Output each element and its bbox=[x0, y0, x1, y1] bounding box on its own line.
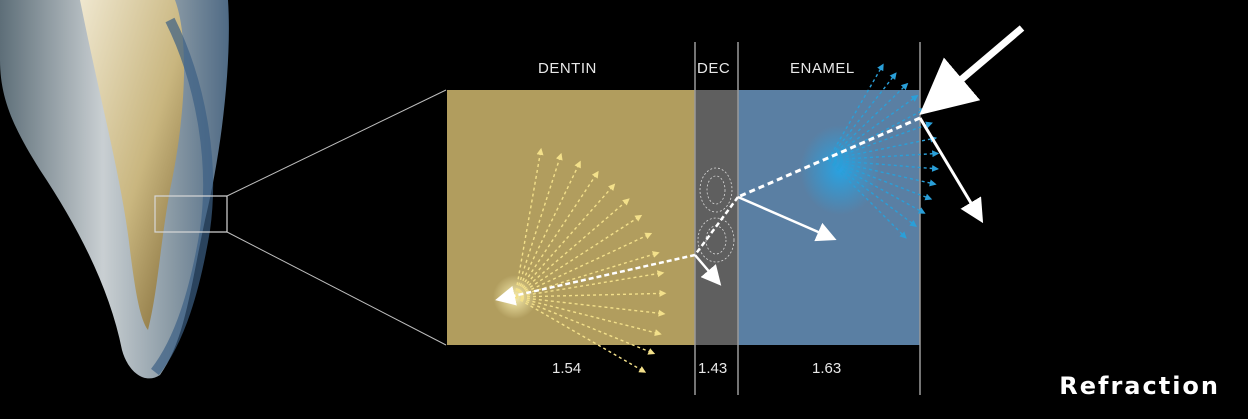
enamel-scatter-rays bbox=[827, 63, 940, 239]
enamel-scatter-ray bbox=[827, 72, 897, 161]
dentin-scatter-ray bbox=[514, 147, 544, 298]
dentin-layer bbox=[447, 90, 695, 345]
layer-label-dec: DEC bbox=[697, 60, 731, 77]
diagram-title: Refraction bbox=[1059, 372, 1220, 400]
dentin-scatter-ray bbox=[514, 296, 656, 355]
enamel-scatter-ray bbox=[827, 159, 926, 214]
zoom-region-box bbox=[154, 195, 228, 233]
zoom-line-top bbox=[226, 89, 447, 197]
dentin-scatter-ray bbox=[514, 170, 599, 298]
refracted-ray-dec bbox=[693, 196, 740, 256]
layer-label-dentin: DENTIN bbox=[538, 60, 597, 77]
enamel-scatter-ray bbox=[827, 150, 940, 161]
dentin-scatter-ray bbox=[514, 296, 647, 373]
enamel-scatter-ray bbox=[827, 82, 909, 161]
enamel-scatter-ray bbox=[827, 159, 933, 201]
reflected-ray-dentin-boundary bbox=[694, 254, 722, 286]
enamel-scatter-ray bbox=[827, 159, 937, 187]
tooth-image bbox=[0, 0, 229, 379]
enamel-scatter-ray bbox=[827, 159, 939, 172]
zoom-line-bottom bbox=[226, 231, 447, 346]
enamel-scatter-ray bbox=[827, 63, 884, 161]
dentin-scatter-rays bbox=[514, 147, 667, 373]
dentin-scatter-ray bbox=[514, 183, 616, 298]
enamel-scatter-ray bbox=[827, 159, 907, 239]
enamel-scatter-glow bbox=[800, 125, 880, 215]
dentin-scatter-ray bbox=[514, 160, 581, 298]
enamel-scatter-ray bbox=[827, 159, 918, 227]
dentin-scatter-ray bbox=[514, 296, 666, 317]
refractive-index-dec: 1.43 bbox=[698, 360, 728, 377]
incident-light-arrow bbox=[919, 25, 1025, 116]
dentin-scatter-ray bbox=[514, 289, 667, 298]
refractive-index-enamel: 1.63 bbox=[812, 360, 842, 377]
enamel-scatter-ray bbox=[827, 121, 933, 161]
dentin-scatter-ray bbox=[514, 296, 662, 337]
enamel-scatter-ray bbox=[827, 135, 938, 161]
enamel-scatter-ray bbox=[827, 94, 919, 161]
dentin-scatter-ray bbox=[514, 214, 643, 298]
layer-label-enamel: ENAMEL bbox=[790, 60, 855, 77]
dentin-scatter-ray bbox=[514, 251, 660, 298]
dec-layer bbox=[695, 90, 738, 345]
refractive-index-dentin: 1.54 bbox=[552, 360, 582, 377]
dentin-scatter-ray bbox=[514, 152, 563, 298]
reflected-ray-dec-boundary bbox=[737, 195, 837, 242]
refracted-ray-enamel bbox=[737, 116, 921, 199]
dentin-scatter-ray bbox=[514, 198, 630, 298]
dentin-scatter-ray bbox=[514, 270, 665, 298]
reflected-ray-enamel-surface bbox=[918, 117, 984, 224]
dentin-scatter-ray bbox=[514, 232, 653, 298]
refracted-ray-dentin bbox=[495, 253, 696, 306]
